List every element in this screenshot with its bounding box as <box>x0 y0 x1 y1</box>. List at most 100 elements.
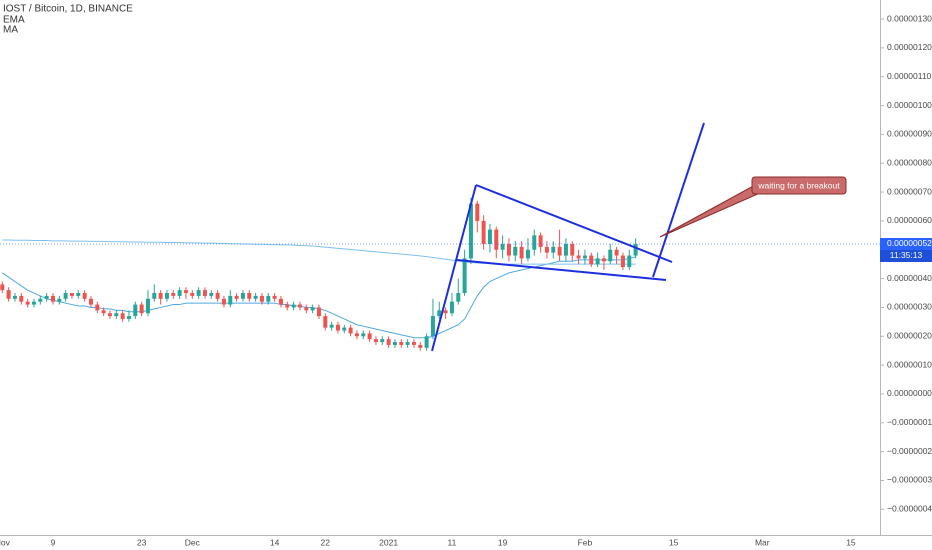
x-tick-label: Mar <box>755 537 770 547</box>
candle-body <box>247 293 252 299</box>
candle-body <box>240 293 245 299</box>
candle-body <box>538 235 543 247</box>
candle-body <box>316 307 321 317</box>
candle-body <box>183 290 188 294</box>
candle-body <box>158 293 163 299</box>
candle-body <box>139 304 144 314</box>
y-tick-label: 0.00000010 <box>887 359 932 369</box>
candle-body <box>285 304 290 308</box>
y-tick-label: 0.00000080 <box>887 157 932 167</box>
candle-body <box>500 243 505 250</box>
trend-line <box>475 184 673 263</box>
candle-body <box>6 290 11 299</box>
candle-body <box>532 235 537 250</box>
candle-body <box>76 293 81 296</box>
candle-body <box>44 295 49 299</box>
candle-body <box>171 293 176 296</box>
candle-body <box>449 301 454 314</box>
candle-body <box>215 293 220 299</box>
y-tick-label: 0.00000110 <box>887 71 932 81</box>
candle-body <box>88 298 93 305</box>
candle-body <box>494 229 499 250</box>
last-price-box <box>880 237 932 250</box>
candle-body <box>468 203 473 259</box>
candle-body <box>437 310 442 317</box>
plot-area <box>0 197 880 351</box>
candle-body <box>367 333 372 340</box>
y-tick-label: −0.00000040 <box>887 504 932 514</box>
y-tick-label: −0.00000030 <box>887 475 932 485</box>
candle-body <box>196 290 201 296</box>
candle-body <box>310 307 315 311</box>
candle-body <box>202 290 207 296</box>
x-tick-label: 9 <box>51 537 56 547</box>
y-tick-label: 0.00000040 <box>887 273 932 283</box>
y-tick-label: 0.00000020 <box>887 331 932 341</box>
y-tick-label: 0.00000060 <box>887 215 932 225</box>
candle-body <box>152 293 157 299</box>
candle-body <box>544 246 549 253</box>
callout-box <box>751 176 847 195</box>
candle-body <box>335 324 340 331</box>
candle-body <box>266 295 271 302</box>
candle-body <box>164 293 169 299</box>
candle-body <box>411 342 416 345</box>
candle-body <box>430 316 435 337</box>
candle-body <box>145 298 150 314</box>
candle-body <box>278 298 283 305</box>
y-tick-label: −0.00000020 <box>887 446 932 456</box>
indicator-line <box>2 239 636 265</box>
candle-body <box>19 295 24 302</box>
x-tick-label: Dec <box>185 537 201 547</box>
candle-body <box>297 304 302 308</box>
candle-body <box>582 255 587 259</box>
countdown-box <box>880 249 932 262</box>
candle-body <box>525 249 530 259</box>
candle-body <box>57 298 62 302</box>
trend-line <box>431 184 477 352</box>
candle-body <box>253 295 258 299</box>
trend-line <box>456 259 667 281</box>
candle-body <box>228 295 233 305</box>
y-tick-label: 0.00000000 <box>887 388 932 398</box>
candle-body <box>342 327 347 331</box>
candle-body <box>506 243 511 256</box>
candle-body <box>620 255 625 268</box>
candle-body <box>627 255 632 268</box>
candle-body <box>25 301 30 305</box>
chart-title: IOST / Bitcoin, 1D, BINANCE <box>3 4 133 15</box>
y-tick-label: 0.00000090 <box>887 129 932 139</box>
drawings: waiting for a breakout <box>431 122 847 352</box>
last-price-label: 0.00000052 <box>887 238 932 248</box>
candle-body <box>595 258 600 265</box>
candle-body <box>513 246 518 256</box>
candle-body <box>633 243 638 256</box>
x-tick-label: 23 <box>137 537 147 547</box>
candle-body <box>304 307 309 311</box>
y-tick-label: 0.00000070 <box>887 186 932 196</box>
axes: 0.00000130 0.00000120 0.00000110 0.00000100… <box>0 13 932 547</box>
y-tick-label: 0.00000120 <box>887 42 932 52</box>
candle-body <box>354 333 359 337</box>
candle-body <box>462 258 467 294</box>
candle-body <box>120 313 125 319</box>
y-tick-label: 0.00000030 <box>887 302 932 312</box>
candle-body <box>63 293 68 299</box>
candle-body <box>38 298 43 302</box>
candle-body <box>380 339 385 343</box>
candle-body <box>456 293 461 302</box>
x-tick-label: Feb <box>578 537 593 547</box>
x-tick-label: Nov <box>0 537 11 547</box>
legend-entry: MA <box>3 25 18 36</box>
candle-body <box>601 258 606 262</box>
candle-body <box>614 249 619 256</box>
x-tick-label: 15 <box>846 537 856 547</box>
candle-body <box>589 255 594 265</box>
candle-body <box>348 327 353 334</box>
x-tick-label: 19 <box>498 537 508 547</box>
candle-body <box>291 304 296 308</box>
candle-body <box>481 220 486 244</box>
candle-body <box>392 342 397 345</box>
candle-body <box>519 246 524 259</box>
